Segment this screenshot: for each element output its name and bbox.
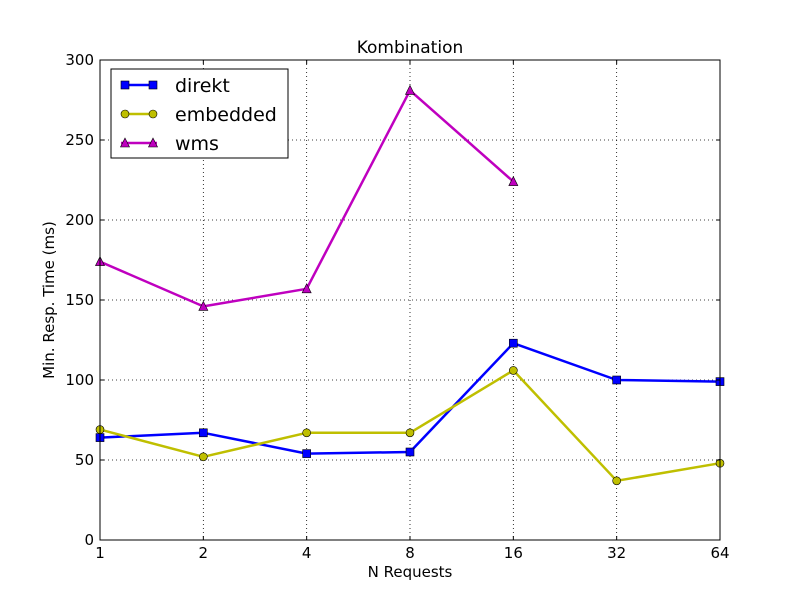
data-point-embedded <box>302 428 311 438</box>
data-point-wms <box>301 283 312 294</box>
x-tick-label: 16 <box>504 544 523 562</box>
x-tick-label: 32 <box>607 544 626 562</box>
data-point-embedded <box>405 428 415 438</box>
y-tick-label: 0 <box>84 531 94 549</box>
y-tick-label: 150 <box>65 291 94 309</box>
x-tick-label: 2 <box>199 544 209 562</box>
data-point-embedded <box>509 366 518 375</box>
y-tick-label: 200 <box>65 211 94 229</box>
legend-marker <box>120 80 130 90</box>
data-point-wms <box>198 300 209 311</box>
data-point-wms <box>405 84 415 95</box>
x-tick-label: 1 <box>95 544 105 562</box>
data-point-direkt <box>199 428 208 438</box>
y-tick-label: 300 <box>65 51 94 69</box>
data-point-direkt <box>302 449 311 458</box>
legend-label: embedded <box>175 104 277 126</box>
data-point-embedded <box>612 476 621 486</box>
data-point-direkt <box>405 447 415 457</box>
legend-item-direkt: direkt <box>120 75 230 97</box>
legend: direkt embedded wms <box>110 68 289 159</box>
x-tick-label: 8 <box>405 544 415 562</box>
y-tick-label: 100 <box>65 371 94 389</box>
legend-label: wms <box>175 133 219 155</box>
data-point-embedded <box>199 452 208 462</box>
y-tick-label: 250 <box>65 131 94 149</box>
legend-marker <box>120 109 130 119</box>
ticks: 1 2 4 8 16 32 64 0 50 100 150 200 250 300 <box>65 51 729 562</box>
chart-title: Kombination <box>357 38 464 58</box>
legend-marker <box>148 137 158 148</box>
x-axis-label: N Requests <box>368 563 453 581</box>
legend-marker <box>148 80 158 90</box>
legend-marker <box>120 137 130 148</box>
legend-label: direkt <box>175 75 230 97</box>
data-point-wms <box>508 175 519 186</box>
data-point-direkt <box>509 338 518 348</box>
x-tick-label: 64 <box>710 544 729 562</box>
y-tick-label: 50 <box>75 451 94 469</box>
legend-item-wms: wms <box>120 133 219 155</box>
y-axis-label: Min. Resp. Time (ms) <box>40 221 58 379</box>
data-point-direkt <box>612 375 621 385</box>
legend-item-embedded: embedded <box>120 104 277 126</box>
x-tick-label: 4 <box>302 544 312 562</box>
legend-marker <box>148 109 158 119</box>
